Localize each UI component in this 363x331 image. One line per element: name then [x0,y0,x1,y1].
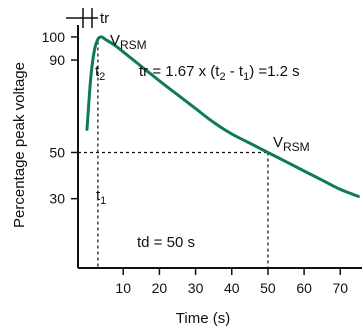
y-tick-label: 100 [42,29,66,45]
rise-time-formula: tr = 1.67 x (t2 - t1) =1.2 s [139,63,300,83]
x-axis-title: Time (s) [176,310,230,327]
x-tick-label: 70 [333,280,349,296]
x-tick-label: 60 [296,280,312,296]
vrsm-curve-label: VRSM [273,134,310,154]
vrsm-peak-label: VRSM [110,32,147,52]
y-axis-title: Percentage peak voltage [11,62,28,228]
tick-labels: 30 50 90 100 10 20 30 40 50 60 70 [42,29,349,296]
x-tick-label: 50 [260,280,276,296]
x-tick-label: 40 [224,280,240,296]
tr-label: tr [100,10,109,27]
axes [71,25,362,275]
x-tick-label: 30 [188,280,204,296]
td-label: td = 50 s [137,234,195,251]
y-tick-label: 50 [49,144,65,160]
y-tick-label: 30 [49,191,65,207]
guide-lines [78,41,269,268]
tr-marker: tr [66,8,109,28]
x-tick-label: 20 [152,280,168,296]
x-tick-label: 10 [115,280,131,296]
y-tick-label: 90 [49,52,65,68]
t2-label: t2 [95,63,105,83]
t1-label: t1 [96,187,106,207]
curve-layer [85,35,360,198]
voltage-curve [85,35,360,198]
